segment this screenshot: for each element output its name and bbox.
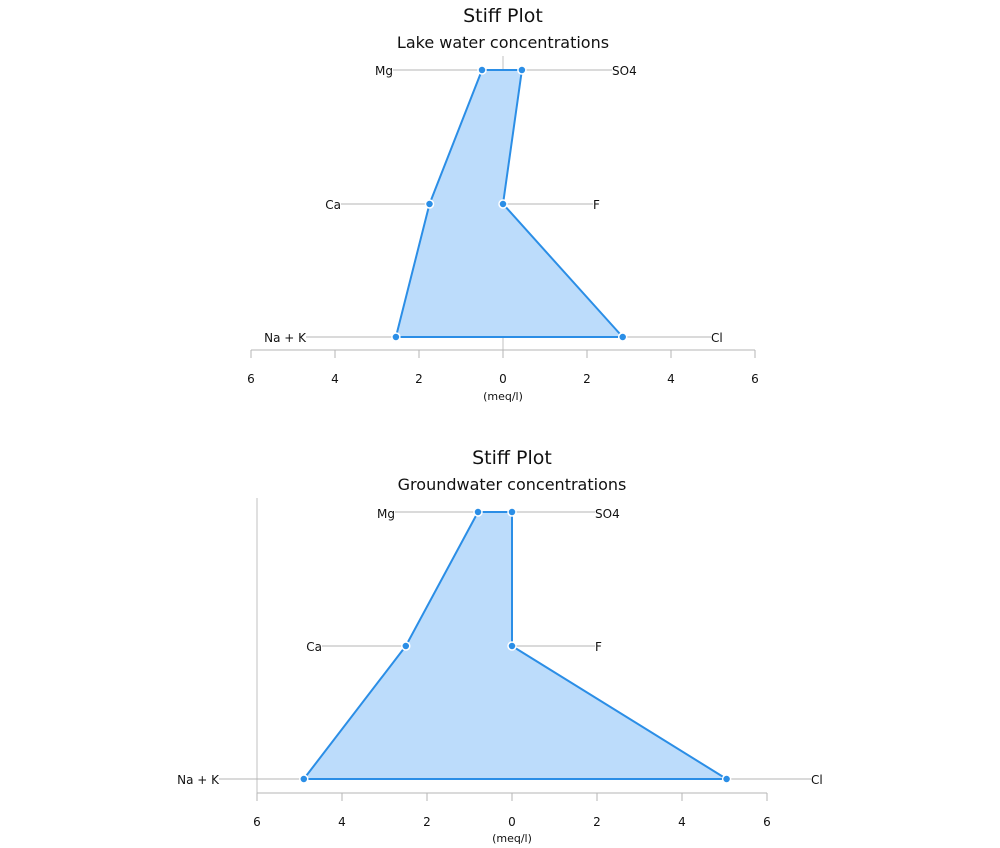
x-tick-label: 4 [678,815,686,829]
anion-point [721,774,732,784]
cation-label-mg: Mg [377,507,395,521]
anion-point [498,199,508,209]
cation-point [473,507,483,517]
anion-label-cl: Cl [711,331,723,345]
x-tick-label: 4 [338,815,346,829]
x-tick-label: 2 [593,815,601,829]
cation-label-na-k: Na + K [177,773,220,787]
x-tick-label: 6 [763,815,771,829]
x-tick-label: 0 [499,372,507,386]
anion-point [617,332,628,342]
anion-point [507,641,517,651]
x-axis-title: (meq/l) [492,832,532,845]
x-tick-label: 2 [423,815,431,829]
x-tick-label: 6 [247,372,255,386]
x-axis-title: (meq/l) [483,390,523,403]
cation-label-mg: Mg [375,64,393,78]
x-tick-label: 4 [667,372,675,386]
anion-label-f: F [593,198,600,212]
anion-label-f: F [595,640,602,654]
x-tick-label: 2 [583,372,591,386]
chart-subtitle: Lake water concentrations [397,33,609,52]
x-tick-label: 2 [415,372,423,386]
x-tick-label: 4 [331,372,339,386]
chart-title: Stiff Plot [463,5,543,27]
cation-point [424,199,435,209]
anion-label-cl: Cl [811,773,823,787]
cation-point [299,774,309,784]
cation-point [477,65,487,75]
cation-label-na-k: Na + K [264,331,307,345]
anion-label-so4: SO4 [612,64,637,78]
anion-point [517,65,527,75]
x-tick-label: 6 [253,815,261,829]
chart-subtitle: Groundwater concentrations [398,475,627,494]
anion-label-so4: SO4 [595,507,620,521]
cation-point [401,641,411,651]
stiff-chart-groundwater: Stiff Plot Groundwater concentrations Mg… [177,447,823,845]
stiff-chart-lake-water: Stiff Plot Lake water concentrations Mg … [247,5,759,403]
anion-point [507,507,517,517]
cation-label-ca: Ca [306,640,322,654]
x-tick-label: 6 [751,372,759,386]
cation-label-ca: Ca [325,198,341,212]
cation-point [391,332,401,342]
x-tick-label: 0 [508,815,516,829]
chart-title: Stiff Plot [472,447,552,469]
